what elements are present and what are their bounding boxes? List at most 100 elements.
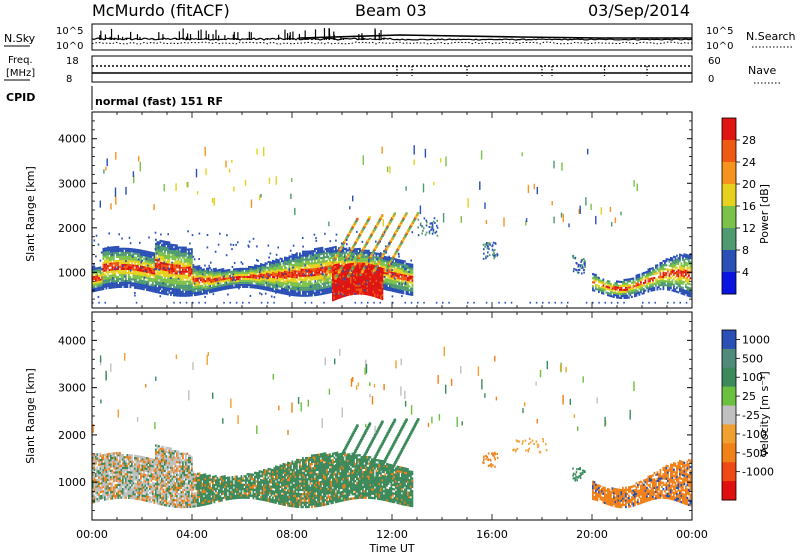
power-cell: [351, 247, 354, 250]
power-cell: [342, 250, 345, 253]
power-cell: [330, 283, 333, 286]
power-cell: [611, 291, 614, 294]
power-cell: [348, 255, 351, 258]
power-cell: [140, 283, 142, 286]
power-cell: [135, 256, 138, 259]
power-cell: [393, 288, 396, 291]
power-cell: [128, 236, 131, 239]
power-cell: [344, 266, 346, 269]
power-cell: [351, 281, 354, 284]
power-cell: [330, 271, 333, 274]
power-cell: [326, 292, 328, 295]
power-cell: [391, 237, 394, 240]
power-cell: [150, 255, 153, 258]
power-cell: [192, 276, 195, 279]
power-cell: [104, 247, 106, 250]
power-cell: [197, 271, 199, 274]
power-cell: [324, 262, 327, 265]
power-cell: [384, 264, 387, 267]
power-cell: [321, 256, 324, 259]
power-cell: [104, 281, 106, 284]
power-cell: [345, 286, 348, 289]
power-cell: [299, 258, 301, 261]
power-cell: [143, 280, 145, 283]
power-cell: [336, 267, 339, 270]
power-cell: [147, 283, 150, 286]
power-cell: [122, 255, 124, 258]
power-cell: [188, 280, 190, 283]
power-cell: [104, 273, 106, 276]
power-cell: [350, 289, 352, 292]
power-cell: [173, 282, 175, 285]
power-cell: [161, 240, 163, 243]
power-cell: [366, 253, 369, 256]
power-cell: [356, 276, 358, 279]
noise-right-tick-bottom: 10^0: [706, 41, 733, 52]
power-cell: [375, 279, 378, 282]
power-cell: [575, 262, 578, 264]
power-cell: [625, 278, 627, 281]
power-cell: [496, 253, 498, 256]
power-cell: [134, 274, 136, 277]
power-cell: [321, 282, 324, 285]
power-cell: [176, 262, 178, 265]
power-cell: [300, 278, 303, 281]
power-cell: [269, 263, 271, 266]
power-cell: [236, 268, 238, 271]
power-cell: [105, 269, 108, 272]
power-cell: [263, 274, 265, 277]
power-cell: [152, 290, 154, 293]
power-cell: [150, 287, 153, 290]
power-cell: [128, 249, 130, 252]
power-cell: [329, 266, 332, 269]
power-cell: [353, 264, 356, 267]
power-cell: [248, 277, 250, 280]
power-cell: [369, 263, 372, 266]
power-cell: [380, 277, 382, 280]
power-cell: [135, 284, 138, 287]
power-cell: [165, 265, 168, 268]
power-cell: [380, 269, 382, 272]
power-cell: [267, 286, 270, 289]
power-cell: [158, 265, 160, 268]
power-cell: [222, 272, 225, 275]
power-cell: [249, 278, 252, 281]
power-cell: [339, 274, 342, 277]
power-cell: [297, 258, 300, 261]
power-cell: [318, 263, 321, 266]
power-cell: [161, 256, 163, 259]
power-cell: [632, 277, 635, 280]
power-cell: [252, 274, 255, 277]
power-cell: [168, 253, 171, 256]
power-cell: [375, 273, 378, 276]
power-cell: [329, 240, 332, 243]
power-cell: [347, 279, 349, 282]
power-cell: [234, 276, 237, 279]
power-cell: [116, 246, 118, 249]
power-cell: [276, 281, 279, 284]
power-cell: [281, 286, 283, 289]
power-cell: [309, 280, 312, 283]
power-cell: [622, 288, 624, 291]
power-cell: [583, 271, 585, 274]
power-cell: [152, 262, 154, 265]
power-cell: [279, 273, 282, 276]
power-cell: [147, 281, 150, 284]
power-cell: [202, 288, 205, 291]
power-cell: [98, 284, 100, 287]
power-cell: [341, 273, 343, 276]
power-cell: [155, 286, 157, 289]
power-cell: [228, 287, 231, 290]
power-cell: [146, 284, 148, 287]
power-cell: [338, 257, 340, 260]
power-cell: [309, 276, 312, 279]
power-cell: [243, 273, 246, 276]
power-cell: [198, 258, 200, 260]
power-cell: [350, 227, 354, 230]
power-cell: [137, 258, 140, 261]
power-cell: [329, 287, 331, 290]
power-cell: [134, 256, 136, 259]
power-cell: [159, 279, 162, 282]
power-cell: [245, 271, 247, 274]
power-cell: [335, 245, 337, 248]
